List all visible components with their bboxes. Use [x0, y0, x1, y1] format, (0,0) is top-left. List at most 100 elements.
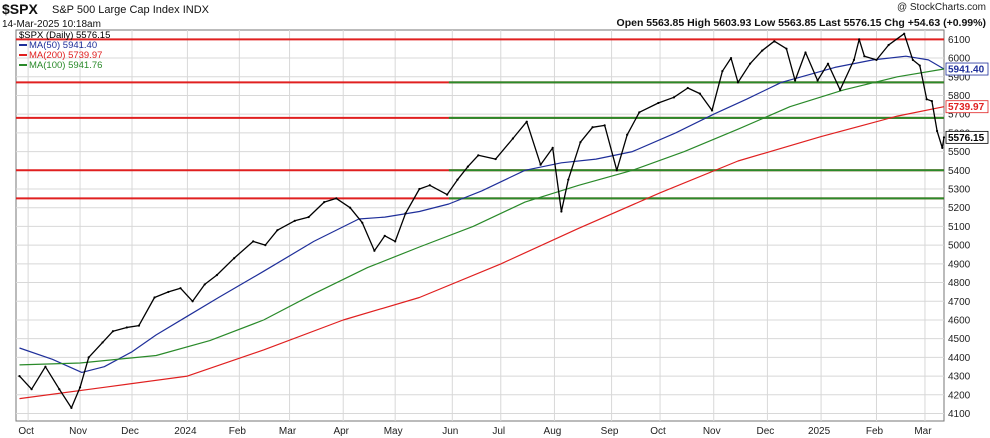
price-point — [511, 137, 514, 140]
price-point — [863, 55, 866, 58]
price-point — [560, 210, 563, 213]
y-tick-label: 5700 — [948, 110, 971, 121]
price-point — [293, 219, 296, 222]
price-point — [761, 49, 764, 52]
price-point — [477, 154, 480, 157]
x-tick-label: May — [384, 426, 403, 437]
x-tick-label: Oct — [18, 426, 34, 437]
x-tick-label: Apr — [333, 426, 349, 437]
symbol-description: S&P 500 Large Cap Index INDX — [52, 4, 209, 16]
price-tag-box — [945, 130, 989, 144]
x-tick-label: Mar — [914, 426, 932, 437]
y-tick-label: 5400 — [948, 166, 971, 177]
moving-average-line — [19, 55, 945, 373]
price-point — [191, 300, 194, 303]
price-point — [626, 133, 629, 136]
price-point — [785, 47, 788, 50]
x-tick-label: Feb — [229, 426, 247, 437]
y-tick-label: 4800 — [948, 278, 971, 289]
price-point — [852, 58, 856, 62]
price-point — [748, 62, 752, 65]
price-point — [935, 129, 939, 133]
price-point — [551, 146, 554, 149]
plot-area — [15, 29, 945, 422]
price-point — [591, 126, 594, 129]
price-point — [494, 157, 497, 161]
y-tick-label: 5800 — [948, 91, 971, 102]
y-tick-label: 6100 — [948, 35, 971, 46]
price-point — [276, 229, 279, 232]
x-tick-label: Jun — [442, 426, 458, 437]
y-tick-label: 4900 — [948, 259, 971, 270]
price-point — [111, 330, 115, 333]
price-point — [18, 375, 21, 378]
price-point — [839, 88, 842, 91]
y-tick-label: 4500 — [948, 334, 971, 345]
price-point — [323, 201, 326, 204]
y-tick-label: 4700 — [948, 297, 971, 308]
price-point — [87, 356, 90, 359]
price-tag: 5576.15 — [945, 130, 989, 144]
x-tick-label: Jul — [492, 426, 505, 437]
price-point — [539, 163, 542, 166]
price-point — [579, 141, 582, 144]
price-point — [30, 388, 33, 391]
legend-entry: MA(100) 5941.76 — [29, 60, 102, 71]
price-point — [942, 136, 946, 139]
x-tick-label: 2025 — [808, 426, 831, 437]
price-point — [930, 99, 933, 103]
price-tag-label: 5739.97 — [948, 102, 985, 113]
price-point — [887, 43, 890, 47]
price-point — [816, 79, 819, 82]
price-point — [603, 124, 606, 127]
description-text: S&P 500 Large Cap Index — [52, 4, 180, 16]
y-tick-label: 4100 — [948, 409, 971, 420]
stockcharts-credit: @ StockCharts.com — [896, 2, 986, 13]
price-tag-box — [945, 100, 989, 114]
price-point — [179, 287, 182, 290]
price-point — [404, 212, 407, 215]
price-point — [428, 184, 431, 187]
y-tick-label: 4300 — [948, 372, 971, 383]
price-point — [794, 79, 797, 82]
exchange-text: INDX — [182, 4, 209, 16]
price-point — [153, 296, 156, 299]
moving-average-line — [19, 106, 945, 400]
price-point — [875, 58, 878, 62]
price-point — [167, 290, 170, 294]
y-tick-label: 5500 — [948, 147, 971, 158]
price-point — [101, 341, 104, 344]
x-tick-label: Aug — [544, 426, 562, 437]
legend-entry: $SPX (Daily) 5576.15 — [19, 30, 110, 41]
x-tick-label: Nov — [703, 426, 721, 437]
price-point — [925, 98, 928, 101]
price-point — [252, 240, 255, 243]
price-point — [858, 38, 861, 41]
legend-entry: MA(50) 5941.40 — [29, 40, 97, 51]
legend-entry: MA(200) 5739.97 — [29, 50, 102, 61]
price-tag-label: 5576.15 — [948, 133, 985, 144]
price-tag-label: 5941.40 — [948, 65, 985, 76]
price-point — [383, 234, 386, 237]
price-point — [918, 64, 921, 67]
price-point — [773, 40, 776, 43]
y-tick-label: 4400 — [948, 353, 971, 364]
price-point — [418, 187, 421, 191]
price-point — [698, 92, 701, 95]
price-point — [58, 388, 61, 391]
price-point — [941, 146, 944, 149]
price-point — [335, 197, 338, 200]
y-tick-label: 5000 — [948, 241, 971, 252]
x-tick-label: Nov — [69, 426, 87, 437]
y-tick-label: 5900 — [948, 72, 971, 83]
price-point — [70, 406, 73, 410]
price-point — [672, 96, 676, 99]
price-point — [686, 86, 689, 90]
price-point — [638, 111, 641, 114]
price-point — [44, 365, 47, 368]
price-point — [203, 283, 206, 286]
y-tick-label: 6000 — [948, 54, 971, 65]
price-point — [307, 215, 310, 219]
price-point — [137, 324, 141, 327]
